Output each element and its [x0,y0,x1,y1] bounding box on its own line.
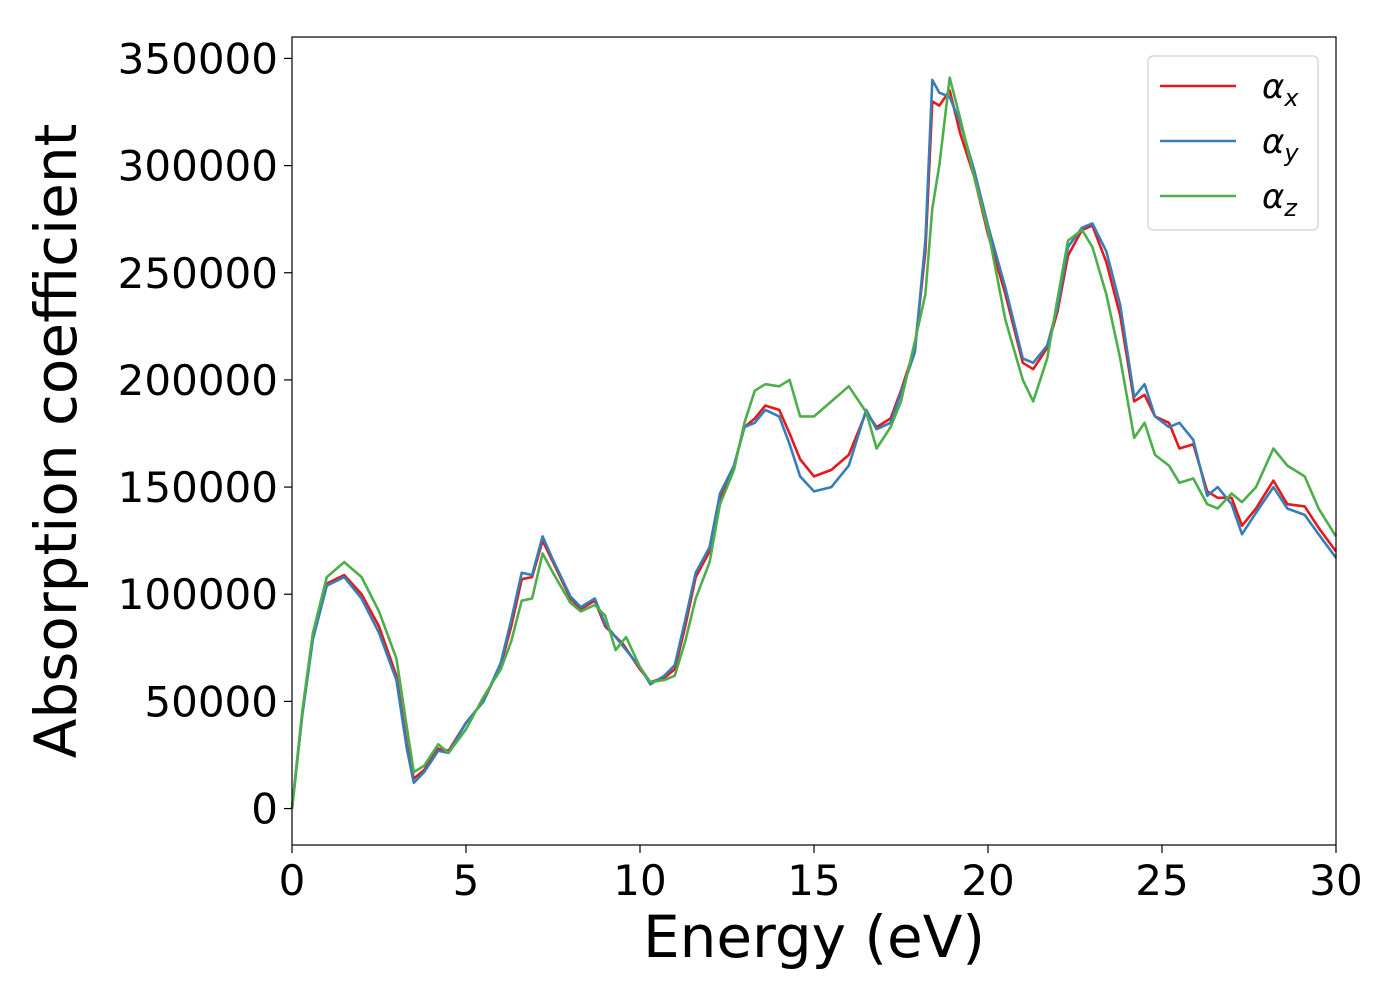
series-line-z [290,76,1338,809]
y-tick-label: 350000 [118,34,278,83]
x-axis-title: Energy (eV) [643,903,985,971]
x-tick-label: 5 [453,856,480,905]
y-tick-label: 300000 [118,142,278,191]
legend-box [1147,55,1319,231]
x-tick-label: 20 [961,856,1014,905]
y-tick-label: 100000 [118,570,278,619]
y-axis: 0 50000 100000 150000 200000 250000 300000 3500… [118,34,292,834]
x-axis: 0 5 10 15 20 25 30 [279,845,1363,905]
y-tick-label: 250000 [118,249,278,298]
y-tick-label: 50000 [144,677,278,726]
legend-label: αy [1262,122,1299,167]
x-tick-label: 10 [613,856,666,905]
legend-label: αz [1262,177,1298,222]
legend: αx αy αz [1147,55,1319,231]
series-layer [290,76,1338,809]
y-tick-label: 200000 [118,356,278,405]
x-tick-label: 0 [279,856,306,905]
legend-label: αx [1262,67,1299,112]
y-axis-title: Absorption coefficient [22,124,90,759]
x-tick-label: 15 [787,856,840,905]
y-tick-label: 0 [251,785,278,834]
x-tick-label: 30 [1309,856,1362,905]
y-tick-label: 150000 [118,463,278,512]
x-tick-label: 25 [1135,856,1188,905]
